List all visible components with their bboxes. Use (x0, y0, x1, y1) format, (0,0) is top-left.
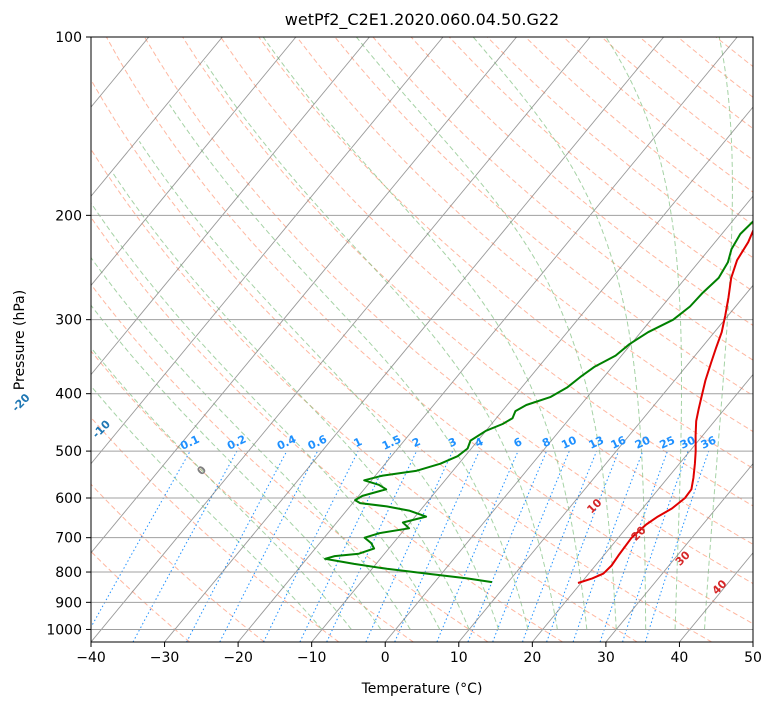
mixing-ratio-line (622, 450, 689, 642)
moist-adiabat (472, 37, 647, 630)
mixing-ratio-line (599, 450, 668, 642)
x-axis-ticks: −40 −30 −20 −10 0 10 20 30 40 50 (76, 642, 762, 666)
isotherm (91, 37, 297, 287)
isotherm (384, 195, 753, 642)
isotherm (91, 37, 591, 642)
isotherm (91, 37, 223, 197)
dry-adiabat (296, 37, 753, 433)
y-tick-label: 900 (55, 595, 82, 611)
mixing-ratio-line (492, 450, 570, 642)
isotherm (91, 37, 517, 554)
x-tick-label: 20 (523, 650, 541, 666)
moist-adiabat (138, 141, 500, 630)
y-tick-label: 200 (55, 208, 82, 224)
moist-adiabat (262, 37, 588, 630)
chart-title: wetPf2_C2E1.2020.060.04.50.G22 (285, 10, 559, 30)
y-tick-label: 100 (55, 30, 82, 46)
dry-adiabat (258, 37, 753, 469)
isotherm (531, 373, 753, 642)
isotherm (164, 37, 665, 642)
mixing-ratio-line (132, 450, 238, 642)
y-axis-ticks: 100 200 300 400 500 600 700 800 900 1000 (46, 30, 91, 638)
isotherm (605, 462, 753, 642)
mixing-ratio-line (394, 450, 480, 642)
moist-adiabat (605, 37, 682, 630)
dry-adiabat (91, 78, 713, 642)
dewpoint-profile (324, 220, 753, 584)
x-axis-label: Temperature (°C) (361, 681, 483, 697)
moist-adiabat (91, 385, 323, 630)
isotherm (91, 37, 370, 376)
y-tick-label: 1000 (46, 622, 82, 638)
dry-adiabat (91, 216, 563, 642)
mixing-ratio-line (436, 450, 519, 642)
mixing-ratio-line (91, 450, 191, 629)
moist-adiabat (91, 202, 441, 630)
mixing-ratio-label: 36 (699, 433, 719, 451)
x-tick-label: 40 (671, 650, 689, 666)
moist-adiabat (356, 37, 617, 630)
dry-adiabat (410, 37, 753, 327)
grid-layer (91, 37, 753, 642)
moist-adiabat (91, 346, 352, 630)
y-tick-label: 600 (55, 491, 82, 507)
x-tick-label: −40 (76, 650, 106, 666)
plot-frame (90, 36, 754, 643)
dry-adiabat (372, 37, 753, 361)
y-tick-label: 800 (55, 565, 82, 581)
mixing-ratio-label: 30 (678, 433, 698, 451)
mixing-ratio-line (186, 450, 288, 642)
x-tick-label: 0 (381, 650, 390, 666)
x-tick-label: 10 (450, 650, 468, 666)
dry-adiabat (144, 37, 753, 585)
moist-adiabat (91, 256, 411, 630)
mixing-ratio-label: 16 (609, 433, 629, 451)
dry-adiabat (105, 37, 753, 625)
moist-adiabat (169, 104, 529, 630)
x-tick-label: 50 (744, 650, 762, 666)
y-tick-label: 300 (55, 313, 82, 329)
mixing-ratio-line (263, 450, 359, 642)
mixing-ratio-label: 13 (587, 434, 606, 452)
x-tick-label: −30 (150, 650, 180, 666)
moist-adiabat (112, 173, 470, 630)
y-axis-label: Pressure (hPa) (12, 290, 28, 390)
isotherm (91, 37, 444, 465)
mixing-ratio-label: 25 (658, 434, 677, 452)
mixing-ratio-label: 10 (559, 433, 579, 451)
y-tick-label: 700 (55, 531, 82, 547)
moist-adiabat (704, 37, 733, 630)
mixing-ratio-line (522, 450, 598, 642)
dry-adiabat (91, 283, 489, 642)
dry-adiabat (91, 148, 638, 642)
isotherm (458, 284, 753, 642)
mixing-ratio-line (644, 450, 710, 642)
mixing-ratio-label: 20 (633, 433, 653, 451)
dry-adiabat (91, 483, 265, 642)
mixing-ratio-line (572, 450, 644, 642)
isotherm (311, 106, 753, 642)
moist-adiabat (91, 304, 382, 630)
x-tick-label: −20 (223, 650, 253, 666)
y-tick-label: 500 (55, 444, 82, 460)
mixing-ratio-line (467, 450, 548, 642)
y-tick-label: 400 (55, 387, 82, 403)
isotherm (237, 37, 738, 642)
x-tick-label: −10 (297, 650, 327, 666)
profile-layer (324, 220, 753, 584)
temperature-profile (577, 228, 753, 584)
x-tick-label: 30 (597, 650, 615, 666)
moist-adiabat (204, 61, 558, 630)
mixing-ratio-line (546, 450, 620, 642)
